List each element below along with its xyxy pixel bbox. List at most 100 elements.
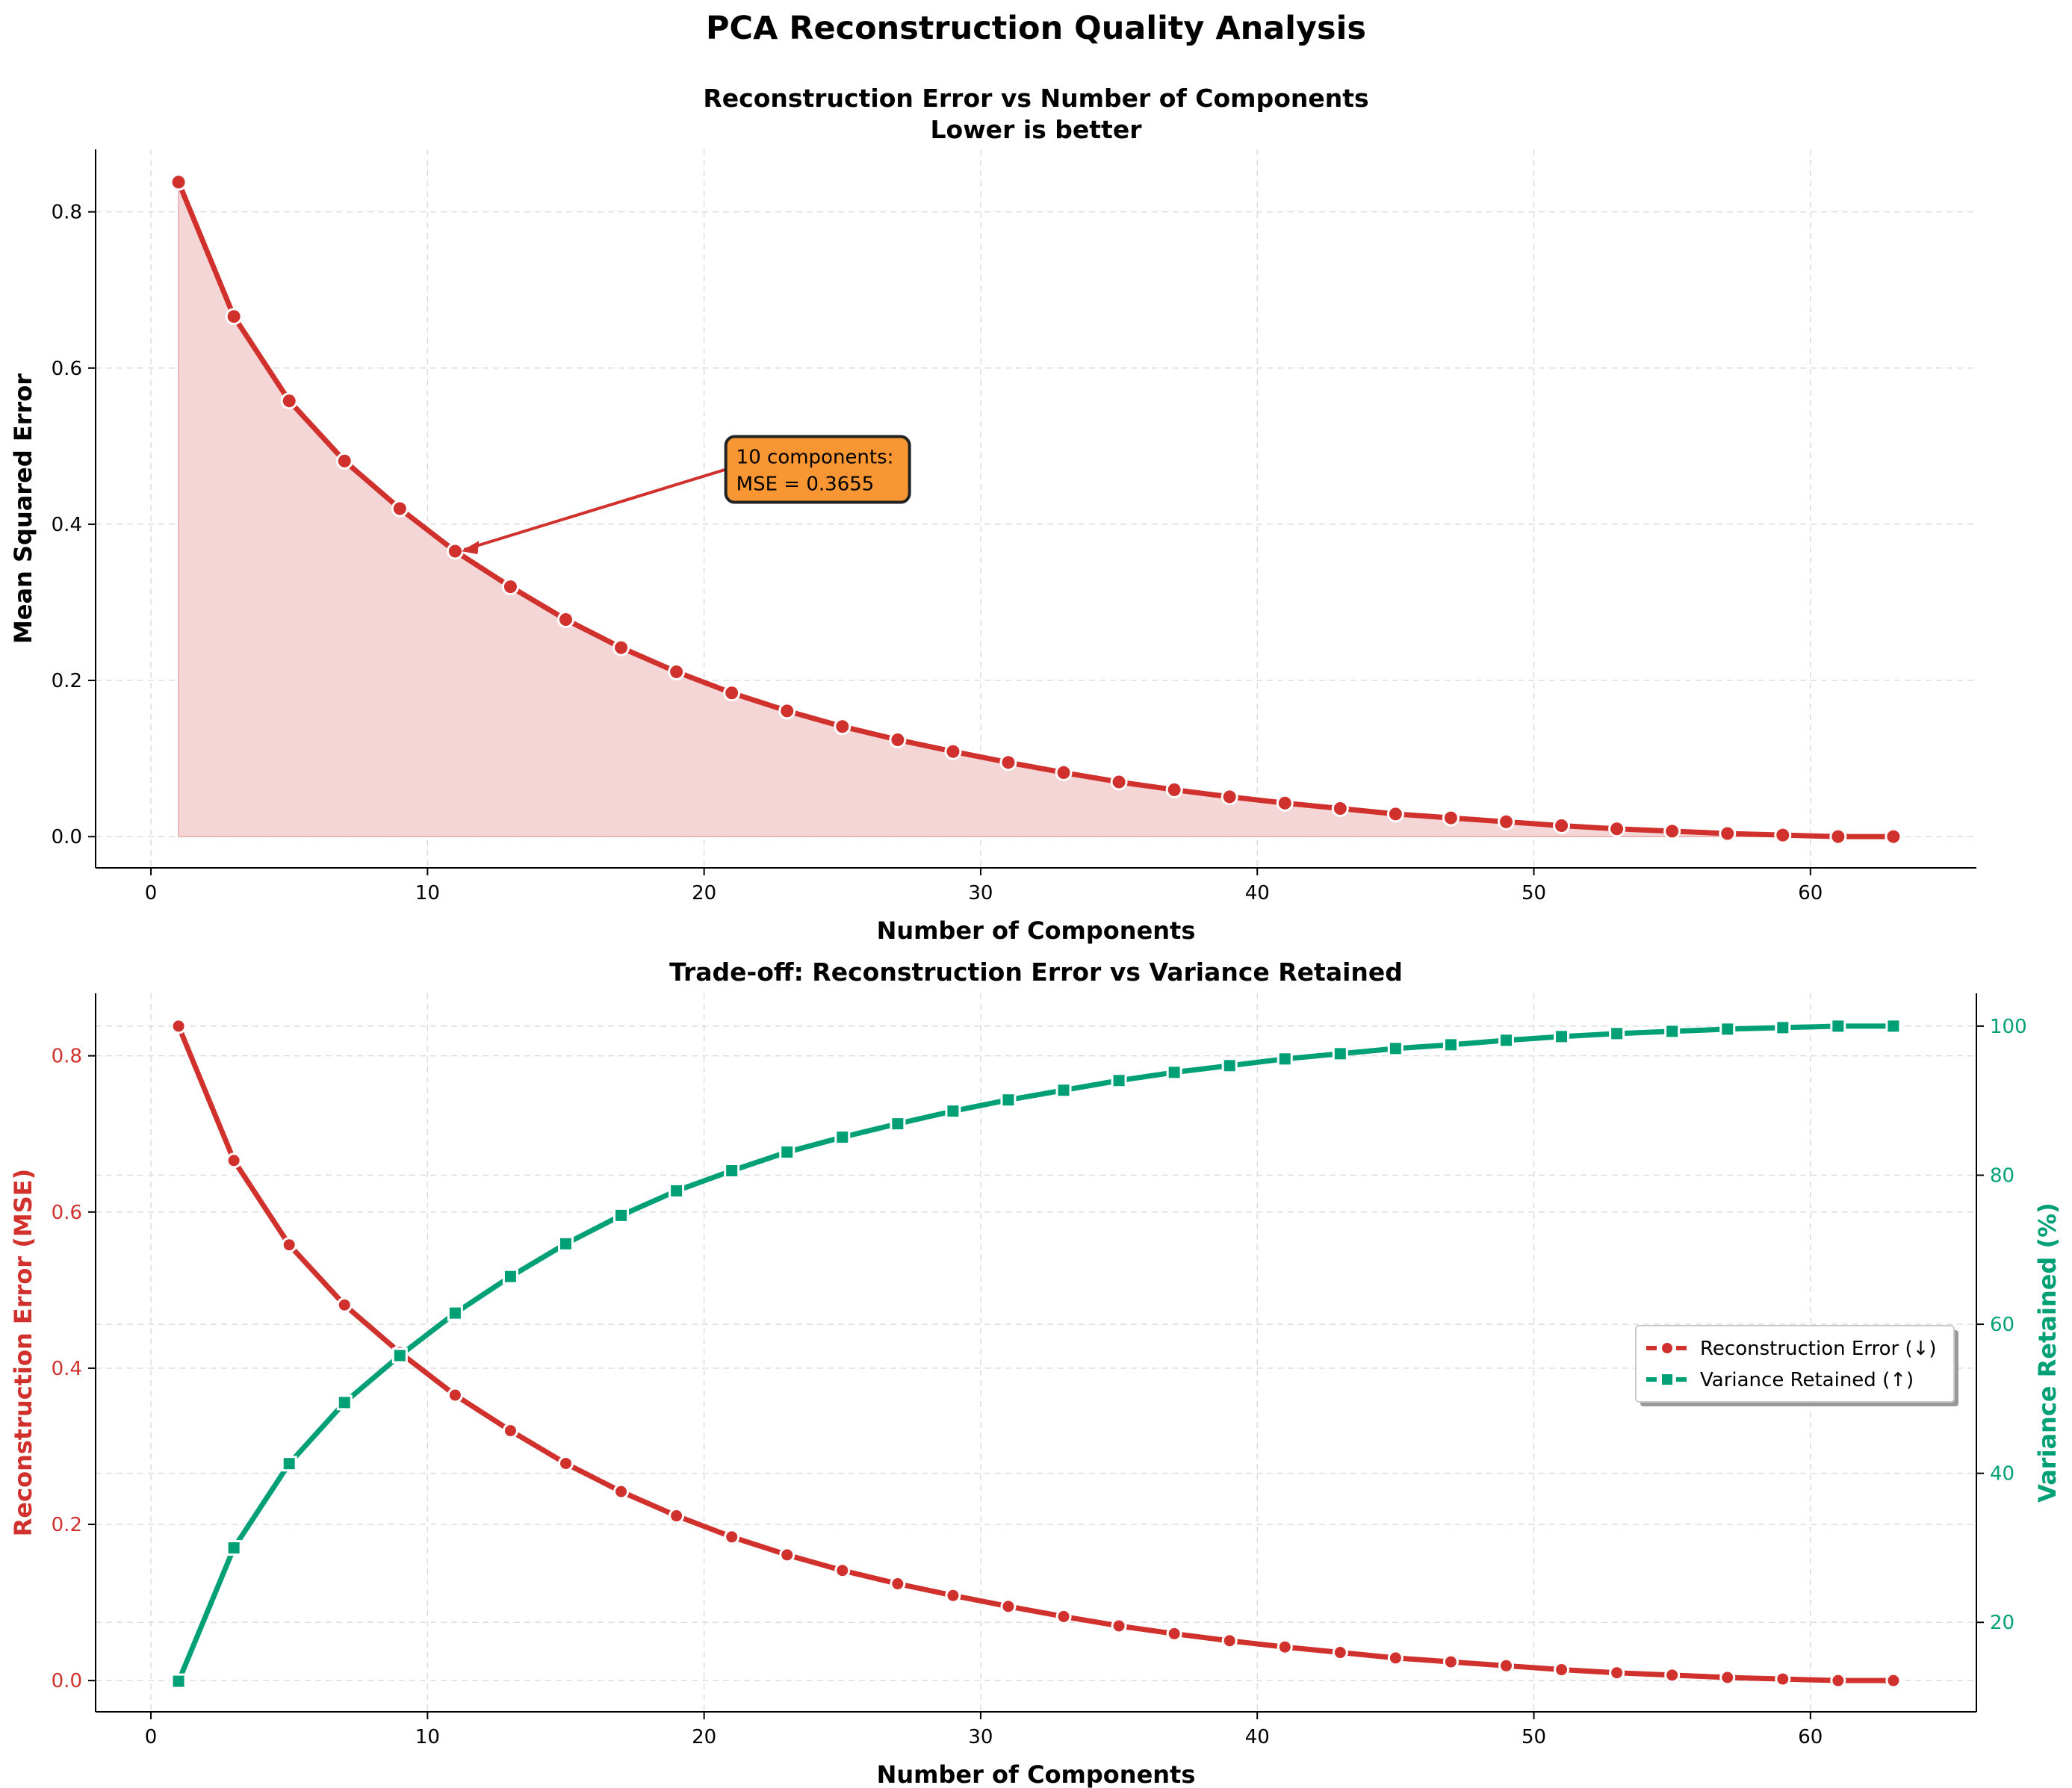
variance-point [1111, 1073, 1127, 1089]
error-area-fill [178, 181, 1893, 837]
variance-point [1000, 1092, 1017, 1108]
variance-point [226, 1539, 242, 1556]
error-point [1885, 1672, 1902, 1689]
variance-point [1775, 1019, 1791, 1036]
error-point [1055, 763, 1073, 781]
variance-point [391, 1347, 408, 1364]
x-tick-label: 30 [968, 882, 993, 904]
error-point [1498, 1657, 1514, 1674]
variance-point [170, 1673, 187, 1689]
error-point [1719, 825, 1737, 842]
error-point [281, 1237, 297, 1253]
error-point [280, 392, 298, 410]
annotation-arrow [463, 468, 727, 551]
error-point [557, 610, 574, 628]
error-point [1554, 1662, 1570, 1678]
error-point [1498, 813, 1515, 831]
x-tick-label: 30 [968, 1726, 993, 1748]
error-point [1332, 1645, 1348, 1661]
variance-point [1554, 1028, 1570, 1045]
variance-point [447, 1305, 463, 1321]
y-tick-label: 0.8 [52, 202, 82, 224]
error-point [502, 1423, 518, 1439]
legend-box [1635, 1325, 1955, 1403]
error-series-line [176, 1025, 1893, 1683]
variance-point [1442, 1037, 1459, 1053]
variance-point [281, 1456, 297, 1472]
error-point [1608, 820, 1626, 838]
legend-marker-error [1660, 1341, 1674, 1355]
error-point [1220, 788, 1238, 806]
y-axis-label: Mean Squared Error [9, 373, 37, 644]
variance-point [1221, 1058, 1238, 1074]
error-point [170, 173, 187, 191]
error-point [834, 718, 852, 736]
x-tick-label: 50 [1522, 1726, 1546, 1748]
x-tick-label: 0 [145, 1726, 158, 1748]
variance-point [890, 1116, 906, 1132]
legend-label-error: Reconstruction Error (↓) [1700, 1338, 1937, 1360]
variance-point [1830, 1018, 1846, 1034]
y-tick-label: 0.2 [52, 1514, 82, 1536]
variance-point [724, 1163, 740, 1179]
variance-series-line [176, 1023, 1893, 1683]
y-tick-label: 0.6 [52, 358, 82, 380]
y-tick-label: 0.2 [52, 670, 82, 692]
variance-point [1332, 1046, 1348, 1062]
error-point [1664, 1667, 1681, 1683]
variance-point [1609, 1025, 1625, 1042]
error-point [1442, 809, 1460, 827]
x-tick-label: 40 [1245, 882, 1270, 904]
error-point [170, 1018, 187, 1034]
y-tick-label: 0.6 [52, 1202, 82, 1224]
annotation-box [724, 435, 911, 504]
error-point [999, 754, 1017, 772]
variance-point [1664, 1023, 1681, 1040]
y-tick-label: 0.8 [52, 1046, 82, 1068]
error-point [391, 500, 409, 518]
error-point [1221, 1633, 1238, 1649]
y-axis-label-right: Variance Retained (%) [2033, 1202, 2062, 1503]
x-tick-label: 10 [415, 882, 440, 904]
error-point [226, 1152, 242, 1169]
error-point [1663, 822, 1681, 840]
chart-subtitle: Lower is better [931, 115, 1143, 144]
variance-point [779, 1144, 795, 1161]
error-point [944, 742, 962, 760]
error-point [1166, 1625, 1182, 1642]
x-tick-label: 10 [415, 1726, 440, 1748]
variance-point [336, 1394, 353, 1411]
error-point [1331, 800, 1349, 818]
y-axis-label: Reconstruction Error (MSE) [9, 1169, 37, 1536]
x-axis-label: Number of Components [877, 1760, 1196, 1788]
variance-point [1885, 1018, 1902, 1034]
annotation-arrowhead [461, 540, 480, 554]
variance-point [1277, 1051, 1293, 1067]
variance-point [945, 1103, 961, 1120]
annotation-text-line2: MSE = 0.3655 [736, 474, 875, 496]
chart-title: Trade-off: Reconstruction Error vs Varia… [669, 957, 1403, 987]
error-point [1829, 828, 1847, 845]
y-tick-label: 0.0 [52, 826, 82, 848]
variance-point [613, 1207, 630, 1223]
error-point [1110, 773, 1128, 791]
y-tick-label: 0.0 [52, 1670, 82, 1692]
figure-title: PCA Reconstruction Quality Analysis [706, 10, 1366, 47]
y-tick-label-right: 60 [1990, 1314, 2014, 1336]
error-point [447, 1387, 463, 1403]
error-series-line [176, 181, 1893, 839]
error-point [889, 731, 907, 749]
variance-point [669, 1182, 685, 1199]
error-point [1719, 1669, 1736, 1686]
error-point [1055, 1608, 1072, 1624]
error-point [1277, 1639, 1293, 1655]
error-point [1165, 780, 1183, 798]
error-point [1442, 1654, 1459, 1670]
y-tick-label-right: 20 [1990, 1612, 2014, 1634]
error-point [890, 1576, 906, 1592]
error-point [225, 308, 243, 326]
top-chart-panel: Reconstruction Error vs Number of Compon… [9, 84, 1976, 945]
error-point [724, 1529, 740, 1545]
error-point [558, 1455, 574, 1471]
